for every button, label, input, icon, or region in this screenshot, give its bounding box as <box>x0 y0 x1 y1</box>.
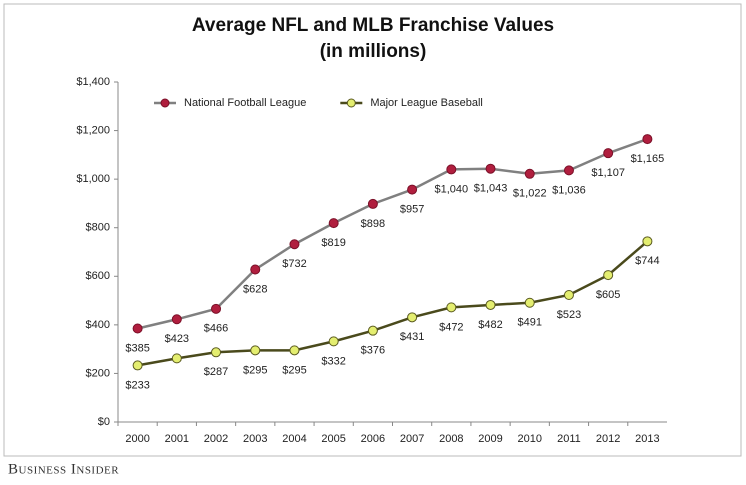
x-tick-label: 2011 <box>557 433 581 445</box>
point <box>328 218 339 229</box>
source: Business Insider <box>8 461 119 477</box>
y-tick-label: $0 <box>98 416 110 428</box>
series-line <box>137 240 649 367</box>
data-label: $957 <box>400 203 424 215</box>
x-tick-label: 2010 <box>518 433 542 445</box>
point <box>446 302 457 313</box>
data-label: $233 <box>125 379 149 391</box>
point <box>367 325 378 336</box>
data-label: $1,107 <box>591 167 625 179</box>
legend-marker <box>160 98 170 108</box>
data-label: $1,036 <box>552 184 586 196</box>
legend-label: Major League Baseball <box>370 97 483 109</box>
data-label: $431 <box>400 331 424 343</box>
y-tick-label: $600 <box>86 270 110 282</box>
data-label: $482 <box>478 319 502 331</box>
data-label: $295 <box>243 364 267 376</box>
point <box>328 336 339 347</box>
point <box>603 148 614 159</box>
data-label: $423 <box>165 333 189 345</box>
data-label: $605 <box>596 289 620 301</box>
y-tick-label: $200 <box>86 367 110 379</box>
x-tick-label: 2003 <box>243 433 267 445</box>
chart-title: Average NFL and MLB Franchise Values <box>192 15 554 36</box>
point <box>524 168 535 179</box>
point <box>250 264 261 275</box>
x-tick-label: 2008 <box>439 433 463 445</box>
data-label: $1,022 <box>513 188 547 200</box>
data-label: $819 <box>321 237 345 249</box>
x-tick-label: 2009 <box>478 433 502 445</box>
point <box>524 297 535 308</box>
point <box>407 312 418 323</box>
data-label: $1,165 <box>631 153 665 165</box>
x-tick-label: 2012 <box>596 433 620 445</box>
y-tick-label: $1,200 <box>76 124 110 136</box>
data-label: $295 <box>282 364 306 376</box>
data-label: $472 <box>439 321 463 333</box>
point <box>171 353 182 364</box>
chart-subtitle: (in millions) <box>320 41 427 62</box>
point <box>171 314 182 325</box>
point <box>485 299 496 310</box>
point <box>250 345 261 356</box>
data-label: $287 <box>204 366 228 378</box>
data-label: $732 <box>282 258 306 270</box>
point <box>367 198 378 209</box>
point <box>446 164 457 175</box>
point <box>642 236 653 247</box>
point <box>407 184 418 195</box>
data-label: $898 <box>361 218 385 230</box>
point <box>132 360 143 371</box>
data-label: $523 <box>557 309 581 321</box>
point <box>211 347 222 358</box>
data-label: $628 <box>243 283 267 295</box>
legend-label: National Football League <box>184 97 306 109</box>
data-label: $332 <box>321 355 345 367</box>
data-label: $466 <box>204 323 228 335</box>
data-label: $1,040 <box>434 183 468 195</box>
point <box>642 134 653 145</box>
x-tick-label: 2006 <box>361 433 385 445</box>
chart-frame <box>3 3 742 457</box>
y-tick-label: $400 <box>86 319 110 331</box>
x-tick-label: 2013 <box>635 433 659 445</box>
y-tick-label: $1,000 <box>76 173 110 185</box>
point <box>289 239 300 250</box>
x-tick-label: 2000 <box>125 433 149 445</box>
y-tick-label: $800 <box>86 222 110 234</box>
point <box>563 165 574 176</box>
x-tick-label: 2001 <box>165 433 189 445</box>
data-label: $376 <box>361 345 385 357</box>
point <box>289 345 300 356</box>
y-tick-label: $1,400 <box>76 76 110 88</box>
series-line <box>137 137 648 330</box>
legend-marker <box>346 98 356 108</box>
point <box>603 270 614 281</box>
data-label: $744 <box>635 255 659 267</box>
point <box>132 323 143 334</box>
data-label: $1,043 <box>474 183 508 195</box>
point <box>485 163 496 174</box>
data-label: $385 <box>125 342 149 354</box>
x-tick-label: 2007 <box>400 433 424 445</box>
x-tick-label: 2002 <box>204 433 228 445</box>
x-tick-label: 2005 <box>321 433 345 445</box>
data-label: $491 <box>518 317 542 329</box>
x-tick-label: 2004 <box>282 433 306 445</box>
point <box>211 303 222 314</box>
point <box>563 289 574 300</box>
